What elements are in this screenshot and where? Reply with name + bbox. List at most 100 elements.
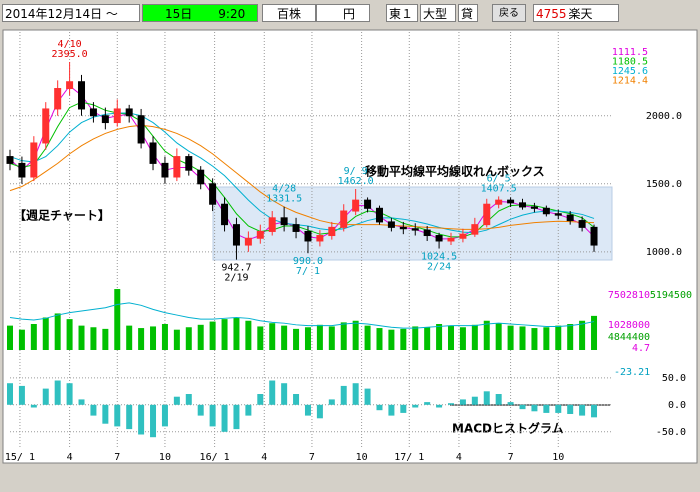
annotation-date: 4/10 — [58, 39, 82, 50]
macd-bar — [459, 399, 466, 405]
macd-bar — [221, 404, 228, 432]
volume-bar — [66, 319, 73, 350]
macd-bar — [376, 404, 383, 411]
volume-bar — [173, 329, 180, 350]
macd-bar — [304, 404, 311, 416]
volume-bar — [364, 325, 371, 350]
macd-bar — [495, 394, 502, 405]
annotation-price: 942.7 — [221, 263, 251, 274]
volume-bar — [197, 324, 204, 350]
volume-bar — [424, 327, 431, 350]
market: 東１ — [386, 4, 418, 22]
back-button[interactable]: 戻る — [492, 4, 526, 22]
volume-bar — [233, 317, 240, 350]
candle-body — [268, 217, 276, 232]
ma-legend: 1180.5 — [612, 57, 648, 68]
stock-code: 4755 — [536, 7, 567, 21]
volume-bar — [543, 327, 550, 350]
candle-body — [423, 229, 431, 237]
volume-label: 5194500 — [650, 290, 692, 301]
volume-bar — [376, 328, 383, 350]
candle-body — [471, 224, 479, 235]
volume-bar — [90, 327, 97, 350]
ma-legend: 1214.4 — [612, 76, 648, 87]
x-tick-label: 10 — [356, 452, 368, 463]
macd-bar — [209, 404, 216, 427]
candle-body — [447, 237, 455, 242]
annotation-price: 1024.5 — [421, 252, 457, 263]
volume-bar — [161, 324, 168, 350]
macd-last: -23.21 — [614, 367, 650, 378]
ma-legend: 1111.5 — [612, 47, 648, 58]
candle-body — [566, 214, 574, 222]
volume-bar — [126, 325, 133, 350]
candle-body — [256, 230, 264, 239]
volume-bar — [459, 327, 466, 350]
volume-bar — [185, 327, 192, 350]
volume-bar — [18, 329, 25, 350]
macd-bar — [519, 404, 526, 410]
volume-bar — [245, 320, 252, 350]
macd-bar — [293, 394, 300, 405]
volume-bar — [269, 323, 276, 350]
volume-bar — [507, 325, 514, 350]
time: 9:20 — [218, 7, 246, 21]
volume-bar — [138, 328, 145, 350]
macd-bar — [233, 404, 240, 430]
macd-bar — [316, 404, 323, 419]
annotation-date: 7/ 1 — [296, 266, 320, 277]
volume-label: 4844400 — [608, 332, 650, 343]
macd-bar — [448, 403, 454, 405]
y-tick-label: 1500.0 — [646, 179, 682, 190]
volume-bar — [150, 326, 157, 350]
candle-body — [399, 226, 407, 230]
macd-title: MACDヒストグラム — [452, 421, 564, 436]
macd-bar — [138, 404, 145, 435]
candle-body — [185, 156, 193, 171]
candle-body — [375, 207, 383, 223]
x-tick-label: 17/ 1 — [394, 452, 424, 463]
volume-bar — [221, 319, 228, 350]
volume-bar — [388, 329, 395, 350]
volume-bar — [400, 328, 407, 350]
candle-body — [232, 224, 240, 246]
volume-bar — [448, 325, 454, 350]
macd-bar — [78, 399, 85, 405]
volume-bar — [316, 324, 323, 350]
candle-body — [78, 81, 86, 110]
volume-bar — [519, 326, 526, 350]
candle-body — [244, 237, 252, 246]
candle-body — [411, 228, 419, 231]
x-tick-label: 7 — [309, 452, 315, 463]
date-box: 2014年12月14日 ～ — [2, 4, 140, 22]
candle-body — [42, 108, 50, 144]
annotation-price: 1462.0 — [338, 176, 374, 187]
y-tick-label: 0.0 — [668, 400, 686, 411]
macd-bar — [483, 391, 490, 405]
macd-bar — [400, 404, 407, 413]
macd-bar — [66, 383, 73, 405]
currency[interactable]: 円 — [316, 4, 370, 22]
volume-bar — [257, 326, 264, 350]
volume-label: 4.7 — [632, 343, 650, 354]
volume-bar — [412, 326, 419, 350]
box-label: 移動平均線平均線収れんボックス — [365, 164, 545, 179]
macd-bar — [7, 383, 13, 405]
candle-body — [101, 115, 109, 124]
candle-body — [6, 156, 14, 164]
macd-bar — [42, 388, 49, 405]
y-tick-label: 2000.0 — [646, 111, 682, 122]
day: 15日 — [165, 7, 193, 21]
candle-body — [507, 199, 515, 204]
candle-body — [459, 233, 467, 239]
ma-legend: 1245.6 — [612, 66, 648, 77]
volume-bar — [340, 322, 347, 350]
candle-body — [304, 230, 312, 242]
macd-bar — [90, 404, 97, 416]
macd-bar — [579, 404, 586, 416]
macd-bar — [364, 388, 371, 405]
candle-body — [30, 142, 38, 178]
moving-average — [9, 101, 595, 238]
volume-bar — [78, 325, 85, 350]
